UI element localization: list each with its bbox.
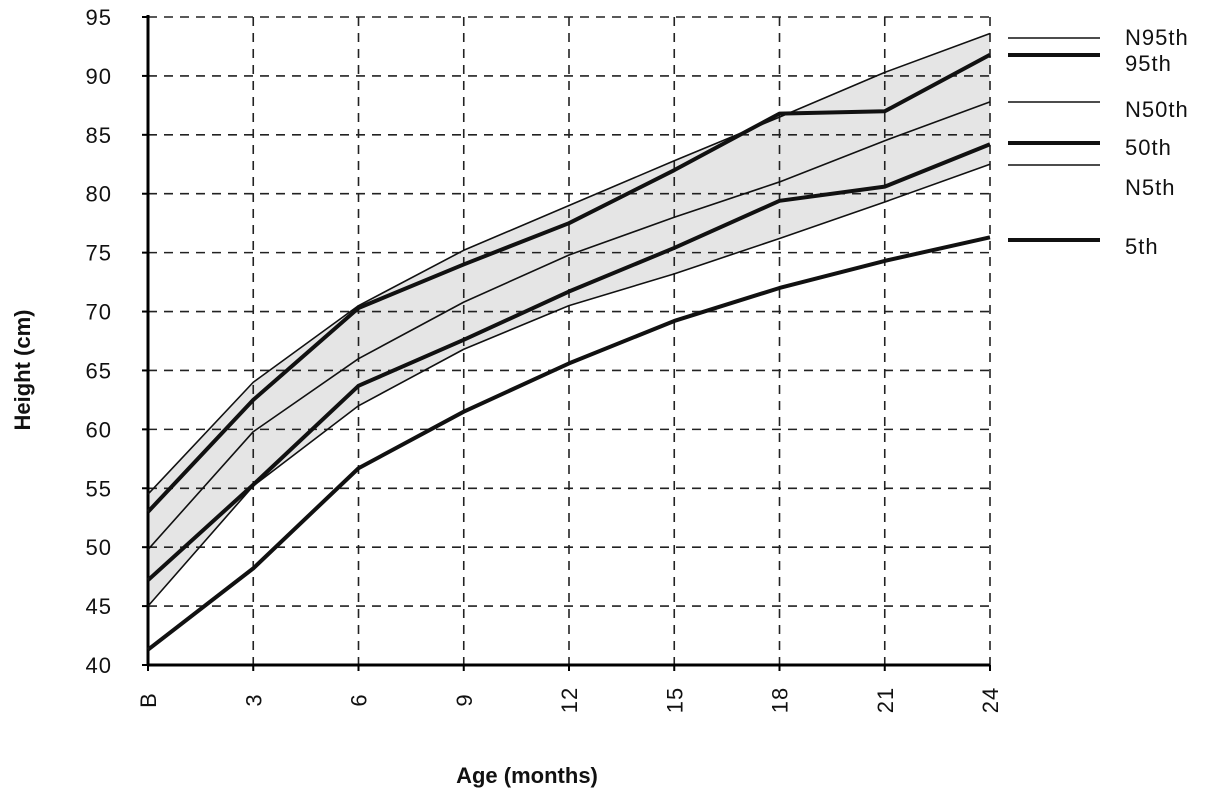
series-line-n5th xyxy=(147,163,991,607)
x-tick-label: 3 xyxy=(241,693,266,706)
y-tick-label: 60 xyxy=(86,417,112,442)
series-line-n95th xyxy=(147,32,991,495)
x-tick-label: 15 xyxy=(662,687,687,713)
legend-label-5th: 5th xyxy=(1125,234,1159,259)
y-tick-label: 70 xyxy=(86,300,112,325)
shaded-band-layer xyxy=(148,33,990,607)
series-line-95th xyxy=(146,52,991,514)
legend-label-n95th: N95th xyxy=(1125,25,1189,50)
y-tick-label: 40 xyxy=(86,653,112,678)
x-tick-label: B xyxy=(136,692,161,708)
y-axis-title: Height (cm) xyxy=(10,310,35,431)
y-tick-label: 45 xyxy=(86,594,112,619)
y-tick-label: 65 xyxy=(86,358,112,383)
y-tick-label: 55 xyxy=(86,476,112,501)
series-line-50th xyxy=(146,142,991,582)
series-line-5th xyxy=(146,235,991,652)
x-tick-label: 6 xyxy=(347,693,372,706)
x-tick-label: 21 xyxy=(873,687,898,713)
y-tick-label: 75 xyxy=(86,241,112,266)
y-tick-label: 85 xyxy=(86,123,112,148)
series-line-n50th xyxy=(147,101,991,551)
y-tick-label: 80 xyxy=(86,182,112,207)
shaded-normal-band xyxy=(148,33,990,607)
x-tick-label: 24 xyxy=(978,687,1003,713)
x-tick-label: 18 xyxy=(768,687,793,713)
axis-layer xyxy=(142,15,991,671)
y-tick-label: 90 xyxy=(86,64,112,89)
x-tick-label: 12 xyxy=(557,687,582,713)
x-tick-label: 9 xyxy=(452,693,477,706)
tick-label-layer: 40 45 50 55 60 65 70 75 80 85 90 95 B 3 6 9 12 15 18 21 24 xyxy=(86,5,1003,713)
legend-label-50th: 50th xyxy=(1125,135,1172,160)
y-tick-label: 95 xyxy=(86,5,112,30)
grid-layer xyxy=(148,16,991,665)
series-layer xyxy=(146,32,991,652)
y-tick-label: 50 xyxy=(86,535,112,560)
legend-label-n50th: N50th xyxy=(1125,97,1189,122)
x-axis-title: Age (months) xyxy=(456,763,598,788)
legend-label-95th: 95th xyxy=(1125,51,1172,76)
legend-label-n5th: N5th xyxy=(1125,175,1175,200)
